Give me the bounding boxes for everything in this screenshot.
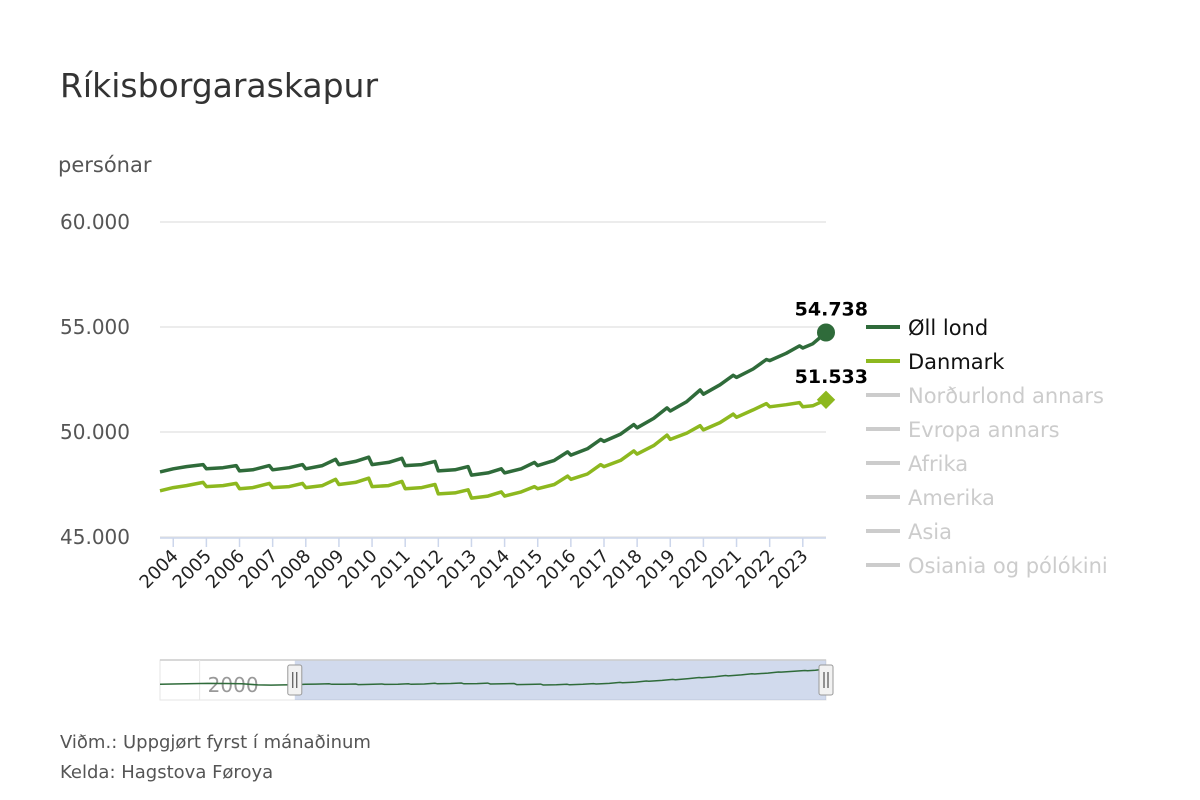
end-point-marker[interactable] xyxy=(816,390,836,409)
legend-label: Evropa annars xyxy=(908,418,1060,442)
legend-item[interactable]: Osiania og pólókini xyxy=(866,554,1108,578)
series-lines: 54.738 51.533 xyxy=(159,299,868,500)
legend-label: Norðurlond annars xyxy=(908,384,1104,408)
y-axis-label: persónar xyxy=(58,153,152,177)
end-point-marker[interactable] xyxy=(817,323,835,342)
legend-label: Amerika xyxy=(908,486,995,510)
y-tick-label: 55.000 xyxy=(60,315,130,339)
footer-note: Viðm.: Uppgjørt fyrst í mánaðinum xyxy=(60,732,371,753)
navigator-left-handle[interactable] xyxy=(287,664,303,696)
y-tick-label: 60.000 xyxy=(60,210,130,234)
legend[interactable]: Øll lond Danmark Norðurlond annars Evropa a… xyxy=(866,316,1108,578)
series-line[interactable] xyxy=(159,398,827,500)
chart-canvas: 45.000 50.000 55.000 60.000 200420052006200… xyxy=(60,210,1108,701)
y-tick-label: 50.000 xyxy=(60,420,130,444)
legend-label: Afrika xyxy=(908,452,968,476)
series-line[interactable] xyxy=(159,331,828,477)
navigator-right-handle[interactable] xyxy=(818,664,834,696)
data-label: 51.533 xyxy=(795,366,868,388)
y-axis-ticks: 45.000 50.000 55.000 60.000 xyxy=(60,210,130,549)
legend-item[interactable]: Danmark xyxy=(866,350,1005,374)
legend-item[interactable]: Øll lond xyxy=(866,316,988,340)
legend-item[interactable]: Norðurlond annars xyxy=(866,384,1104,408)
chart-title: Ríkisborgaraskapur xyxy=(60,66,379,105)
legend-label: Osiania og pólókini xyxy=(908,554,1108,578)
navigator-background xyxy=(159,659,827,701)
legend-label: Øll lond xyxy=(908,316,988,340)
grid-lines xyxy=(160,221,826,538)
y-tick-label: 45.000 xyxy=(60,525,130,549)
data-label: 54.738 xyxy=(795,299,868,321)
navigator[interactable]: 2000 xyxy=(159,659,834,701)
legend-item[interactable]: Afrika xyxy=(866,452,968,476)
legend-item[interactable]: Evropa annars xyxy=(866,418,1060,442)
legend-label: Asia xyxy=(908,520,952,544)
x-axis: 2004200520062007200820092010201120122013… xyxy=(136,537,826,593)
legend-item[interactable]: Amerika xyxy=(866,486,995,510)
x-tick-label: 2023 xyxy=(765,546,812,593)
navigator-selection[interactable] xyxy=(294,660,826,700)
navigator-series-line xyxy=(159,668,827,686)
legend-item[interactable]: Asia xyxy=(866,520,952,544)
legend-label: Danmark xyxy=(908,350,1005,374)
footer-source: Kelda: Hagstova Føroya xyxy=(60,762,274,783)
